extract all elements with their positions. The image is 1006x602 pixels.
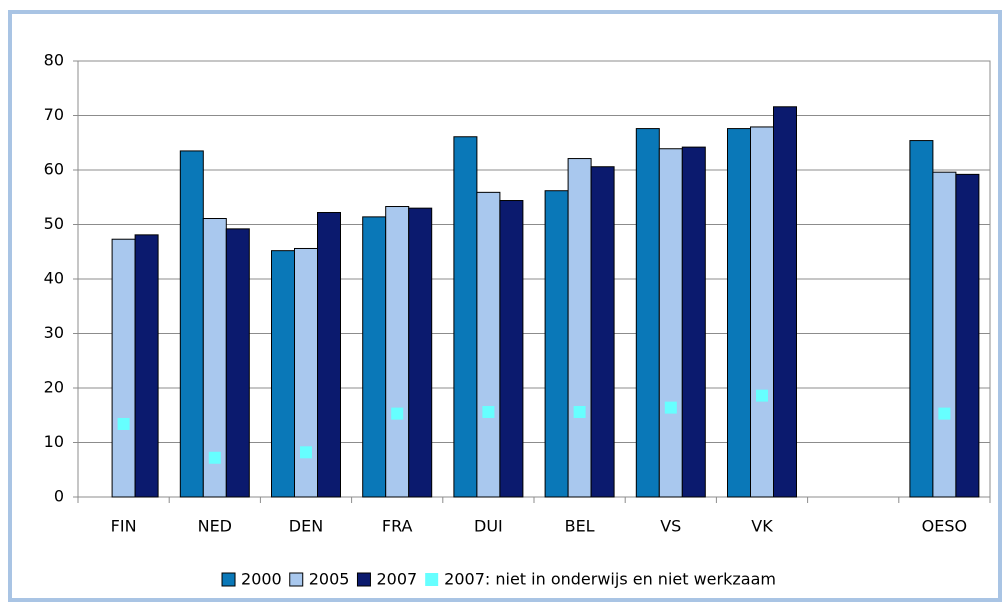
y-tick-label: 80 bbox=[44, 51, 64, 70]
bar bbox=[294, 247, 318, 498]
marker bbox=[756, 389, 768, 402]
bar bbox=[271, 250, 295, 498]
bar bbox=[955, 173, 980, 498]
x-tick-label: OESO bbox=[922, 517, 967, 536]
legend-swatch bbox=[221, 572, 236, 587]
x-tick-label: VS bbox=[660, 517, 681, 536]
x-tick-label: FRA bbox=[382, 517, 413, 536]
legend-label: 2000 bbox=[241, 570, 282, 589]
marker bbox=[117, 417, 130, 430]
marker bbox=[938, 407, 951, 420]
marker bbox=[208, 451, 221, 464]
bar bbox=[567, 158, 592, 498]
legend-swatch bbox=[289, 572, 304, 587]
marker bbox=[573, 405, 586, 418]
y-tick-label: 50 bbox=[44, 214, 64, 233]
bar bbox=[179, 150, 204, 498]
bar bbox=[750, 126, 774, 498]
y-tick-label: 0 bbox=[54, 487, 64, 506]
legend-swatch bbox=[356, 572, 371, 587]
bar bbox=[773, 106, 797, 498]
legend-label: 2005 bbox=[309, 570, 350, 589]
x-tick-label: FIN bbox=[111, 517, 137, 536]
y-tick-label: 40 bbox=[44, 269, 64, 288]
y-tick-label: 20 bbox=[44, 378, 64, 397]
bar bbox=[111, 238, 136, 498]
bar bbox=[225, 228, 250, 498]
bar bbox=[590, 166, 615, 498]
x-tick-label: DUI bbox=[474, 517, 503, 536]
legend-swatch bbox=[425, 573, 439, 586]
bar bbox=[385, 206, 410, 498]
bar bbox=[408, 207, 433, 498]
marker bbox=[664, 401, 677, 414]
bar bbox=[909, 140, 934, 498]
marker bbox=[482, 405, 495, 418]
x-tick-label: DEN bbox=[289, 517, 323, 536]
x-tick-label: BEL bbox=[565, 517, 595, 536]
y-tick-label: 30 bbox=[44, 323, 64, 342]
legend-label: 2007 bbox=[376, 570, 417, 589]
bar bbox=[453, 136, 478, 498]
y-tick-label: 60 bbox=[44, 160, 64, 179]
y-tick-label: 10 bbox=[44, 432, 64, 451]
marker bbox=[300, 446, 312, 459]
bar bbox=[932, 171, 957, 498]
bar bbox=[499, 200, 524, 498]
y-tick-label: 70 bbox=[44, 105, 64, 124]
legend-label: 2007: niet in onderwijs en niet werkzaam bbox=[444, 570, 776, 589]
marker bbox=[391, 407, 404, 420]
bar bbox=[658, 148, 683, 498]
bar bbox=[476, 191, 501, 498]
bar bbox=[727, 128, 751, 498]
bar bbox=[681, 146, 706, 498]
bar bbox=[317, 212, 341, 498]
bar bbox=[362, 216, 387, 498]
x-tick-label: VK bbox=[751, 517, 773, 536]
bar bbox=[635, 128, 660, 498]
x-tick-label: NED bbox=[198, 517, 232, 536]
bar bbox=[134, 234, 159, 498]
bar bbox=[544, 190, 569, 498]
